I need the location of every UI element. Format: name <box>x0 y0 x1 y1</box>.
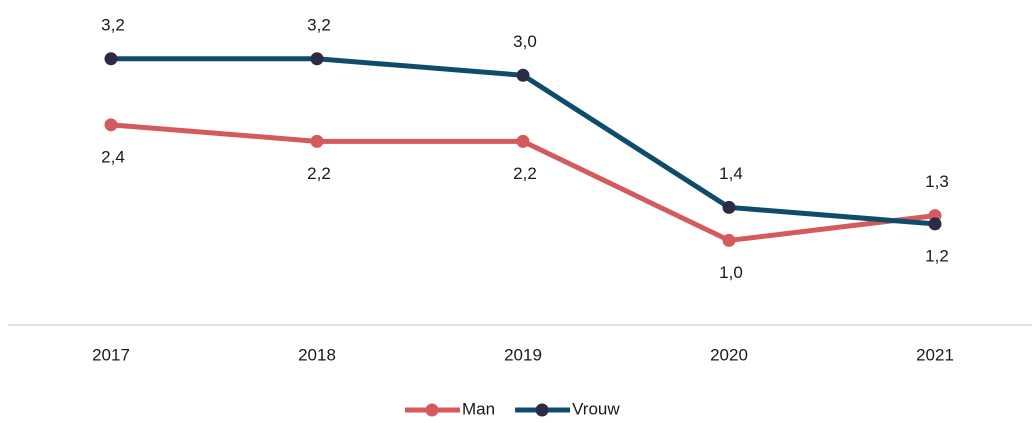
point-marker <box>310 52 324 66</box>
data-label: 1,0 <box>719 263 743 282</box>
point-marker <box>310 134 324 148</box>
x-tick-label: 2018 <box>298 345 336 364</box>
point-marker <box>928 217 942 231</box>
point-marker <box>722 233 736 247</box>
data-label: 1,4 <box>719 164 743 183</box>
data-label: 3,2 <box>101 15 125 34</box>
data-label: 2,2 <box>307 164 331 183</box>
data-label: 1,3 <box>925 172 949 191</box>
data-label: 2,2 <box>513 164 537 183</box>
legend-marker <box>425 403 439 417</box>
x-tick-label: 2019 <box>504 345 542 364</box>
data-label: 3,0 <box>513 32 537 51</box>
point-marker <box>104 52 118 66</box>
legend-marker <box>535 403 549 417</box>
x-tick-label: 2021 <box>916 345 954 364</box>
x-tick-label: 2017 <box>92 345 130 364</box>
data-label: 3,2 <box>307 15 331 34</box>
point-marker <box>104 118 118 132</box>
data-label: 2,4 <box>101 147 125 166</box>
point-marker <box>722 200 736 214</box>
legend-label: Man <box>462 399 495 418</box>
point-marker <box>516 134 530 148</box>
x-tick-label: 2020 <box>710 345 748 364</box>
data-label: 1,2 <box>925 246 949 265</box>
legend-label: Vrouw <box>572 399 620 418</box>
point-marker <box>516 68 530 82</box>
